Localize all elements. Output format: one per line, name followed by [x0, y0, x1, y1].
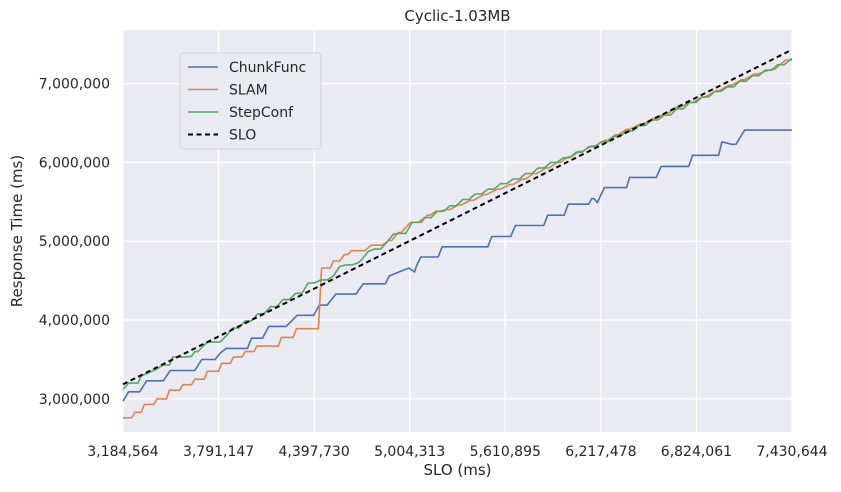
- legend-label: StepConf: [229, 105, 294, 121]
- x-tick-label: 5,610,895: [470, 444, 541, 460]
- y-tick-label: 6,000,000: [39, 155, 110, 171]
- series-line-chunkfunc: [122, 129, 792, 402]
- x-tick-label: 5,004,313: [374, 444, 445, 460]
- legend-label: SLO: [229, 128, 256, 144]
- y-gridlines: [123, 82, 792, 400]
- series-line-slo: [122, 48, 793, 386]
- chart-title: Cyclic-1.03MB: [404, 7, 510, 25]
- legend: ChunkFunc SLAM StepConf SLO: [179, 52, 322, 150]
- x-axis-label: SLO (ms): [423, 461, 491, 479]
- y-tick-label: 5,000,000: [39, 234, 110, 250]
- x-tick-label: 6,824,061: [661, 444, 732, 460]
- x-tick-label: 6,217,478: [565, 444, 636, 460]
- legend-label: ChunkFunc: [229, 60, 306, 76]
- y-axis-label: Response Time (ms): [8, 155, 26, 307]
- x-tick-label: 3,791,147: [183, 444, 254, 460]
- legend-label: SLAM: [229, 83, 268, 99]
- y-tick-label: 3,000,000: [39, 392, 110, 408]
- x-tick-labels: 3,184,564 3,791,147 4,397,730 5,004,313 5,61…: [87, 444, 827, 460]
- y-tick-label: 7,000,000: [39, 77, 110, 93]
- x-tick-label: 3,184,564: [87, 444, 158, 460]
- x-tick-label: 4,397,730: [279, 444, 350, 460]
- series-lines: [122, 48, 793, 419]
- y-tick-labels: 3,000,000 4,000,000 5,000,000 6,000,000 7,00…: [39, 77, 110, 408]
- legend-box: [179, 52, 322, 150]
- y-tick-label: 4,000,000: [39, 313, 110, 329]
- x-tick-label: 7,430,644: [756, 444, 827, 460]
